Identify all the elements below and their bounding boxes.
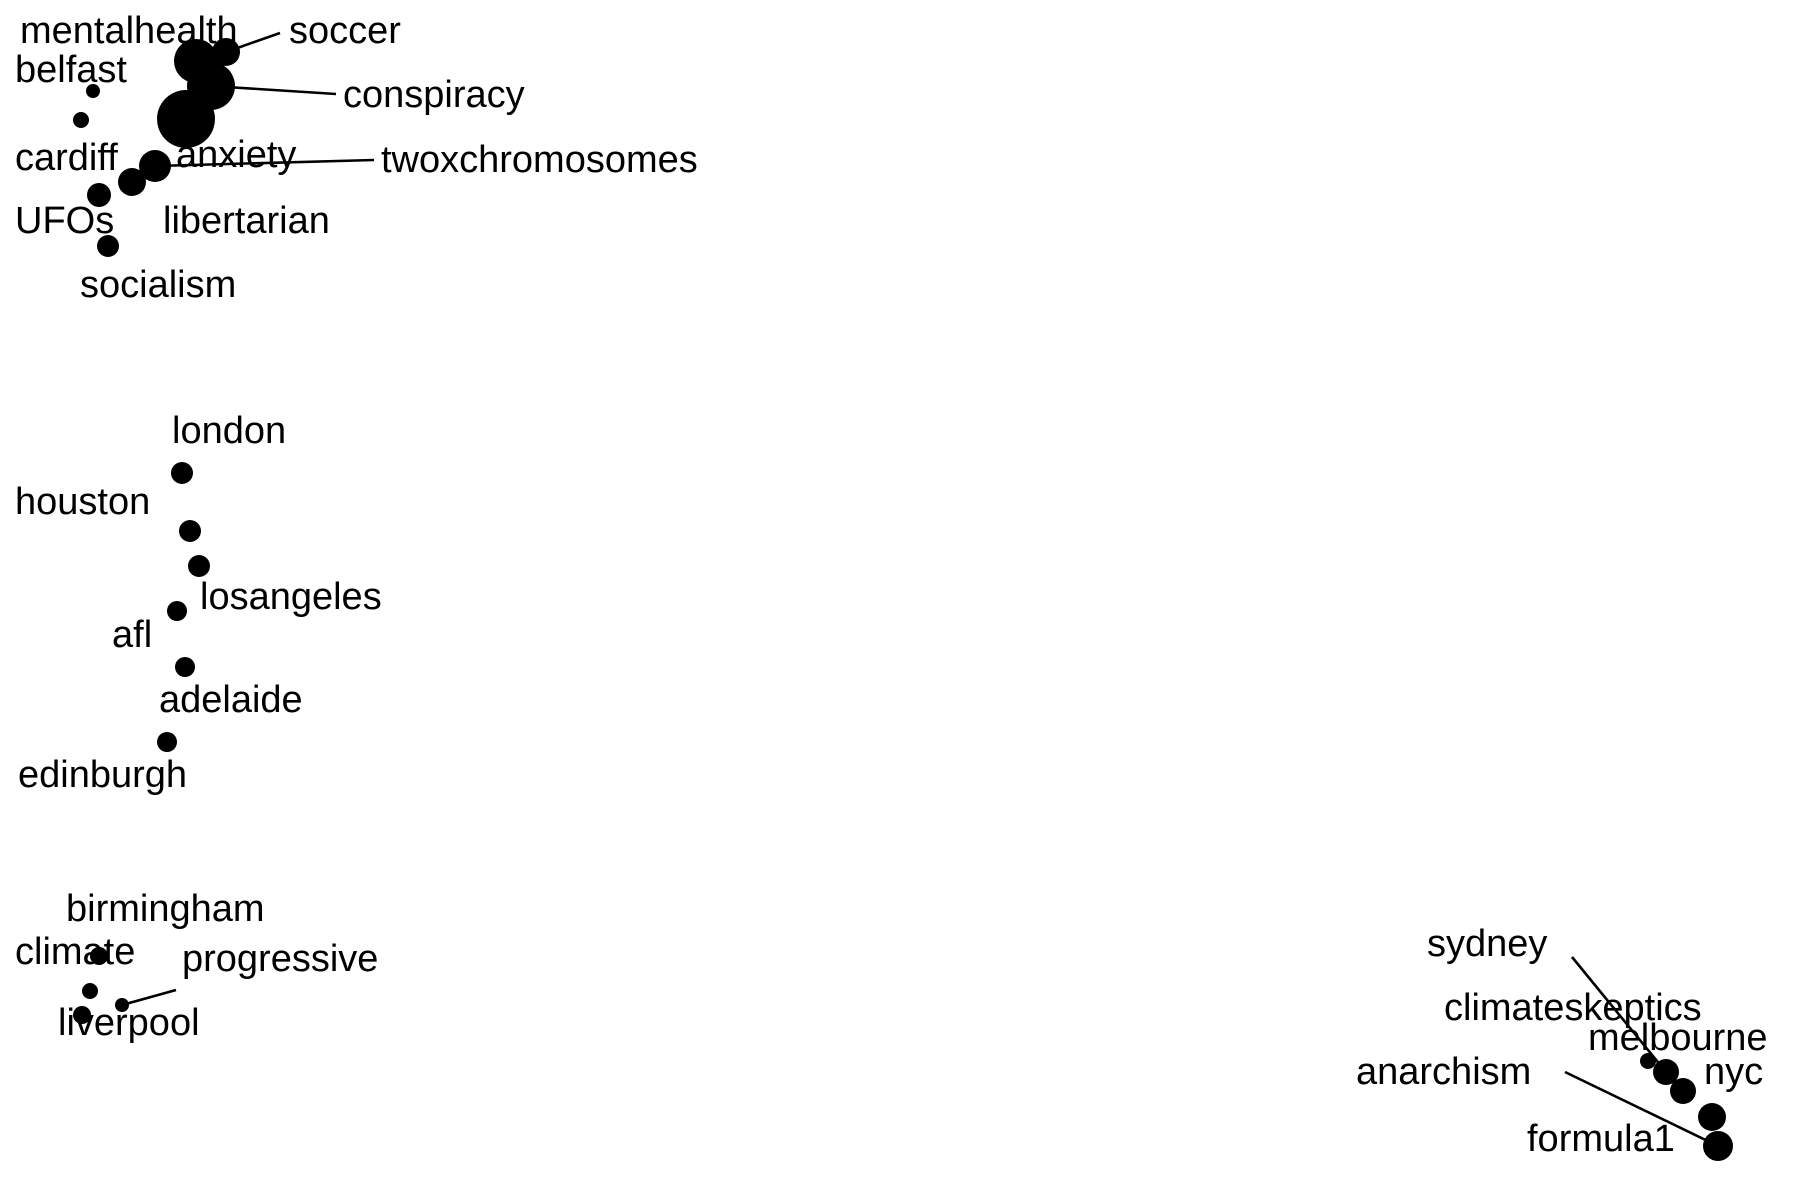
label-liverpool: liverpool: [58, 1002, 200, 1044]
point-london: [171, 462, 193, 484]
leader-line: [1570, 956, 1668, 1073]
point-houston: [179, 520, 201, 542]
label-libertarian: libertarian: [163, 200, 330, 242]
point-anarchism: [1703, 1131, 1733, 1161]
label-losangeles: losangeles: [200, 576, 382, 618]
label-mentalhealth: mentalhealth: [20, 10, 238, 52]
label-ufos: UFOs: [15, 200, 114, 242]
label-cardiff: cardiff: [15, 137, 118, 179]
label-melbourne: melbourne: [1588, 1017, 1768, 1059]
leader-line: [121, 988, 177, 1007]
point-sydney: [1653, 1059, 1679, 1085]
label-anarchism: anarchism: [1356, 1051, 1531, 1093]
label-adelaide: adelaide: [159, 679, 303, 721]
point-climateskeptics: [1640, 1053, 1656, 1069]
point-climate: [82, 983, 98, 999]
point-birmingham: [90, 947, 108, 965]
point-anxiety: [118, 168, 146, 196]
label-progressive: progressive: [182, 938, 378, 980]
label-afl: afl: [112, 614, 152, 656]
point-nyc: [1698, 1103, 1726, 1131]
label-sydney: sydney: [1427, 923, 1547, 965]
data-point: [188, 555, 210, 577]
point-liverpool: [73, 1006, 91, 1024]
point-labels: mentalhealth soccer belfast conspiracy cardi…: [15, 10, 1768, 1160]
label-climateskeptics: climateskeptics: [1444, 987, 1702, 1029]
label-london: london: [172, 410, 286, 452]
point-melbourne: [1670, 1078, 1696, 1104]
label-nyc: nyc: [1704, 1051, 1763, 1093]
leader-line: [1564, 1070, 1719, 1148]
label-conspiracy: conspiracy: [343, 74, 525, 116]
label-anxiety: anxiety: [176, 134, 296, 176]
point-twoxchromosomes: [139, 150, 171, 182]
leader-line: [154, 158, 375, 168]
point-progressive: [115, 998, 129, 1012]
label-climate: climate: [15, 931, 135, 973]
point-adelaide: [157, 732, 177, 752]
point-losangeles: [167, 601, 187, 621]
label-houston: houston: [15, 481, 150, 523]
data-point: [73, 112, 89, 128]
label-formula1: formula1: [1527, 1118, 1675, 1160]
point-belfast: [86, 84, 100, 98]
label-twoxchromosomes: twoxchromosomes: [381, 139, 698, 181]
leader-lines: [121, 31, 1719, 1148]
point-ufos: [97, 235, 119, 257]
data-point: [157, 90, 215, 148]
point-soccer: [212, 38, 240, 66]
data-points: [73, 38, 1733, 1161]
point-cardiff: [87, 183, 111, 207]
label-birmingham: birmingham: [66, 888, 265, 930]
point-afl: [175, 657, 195, 677]
label-edinburgh: edinburgh: [18, 754, 187, 796]
label-soccer: soccer: [289, 10, 401, 52]
label-belfast: belfast: [15, 49, 127, 91]
label-socialism: socialism: [80, 264, 236, 306]
